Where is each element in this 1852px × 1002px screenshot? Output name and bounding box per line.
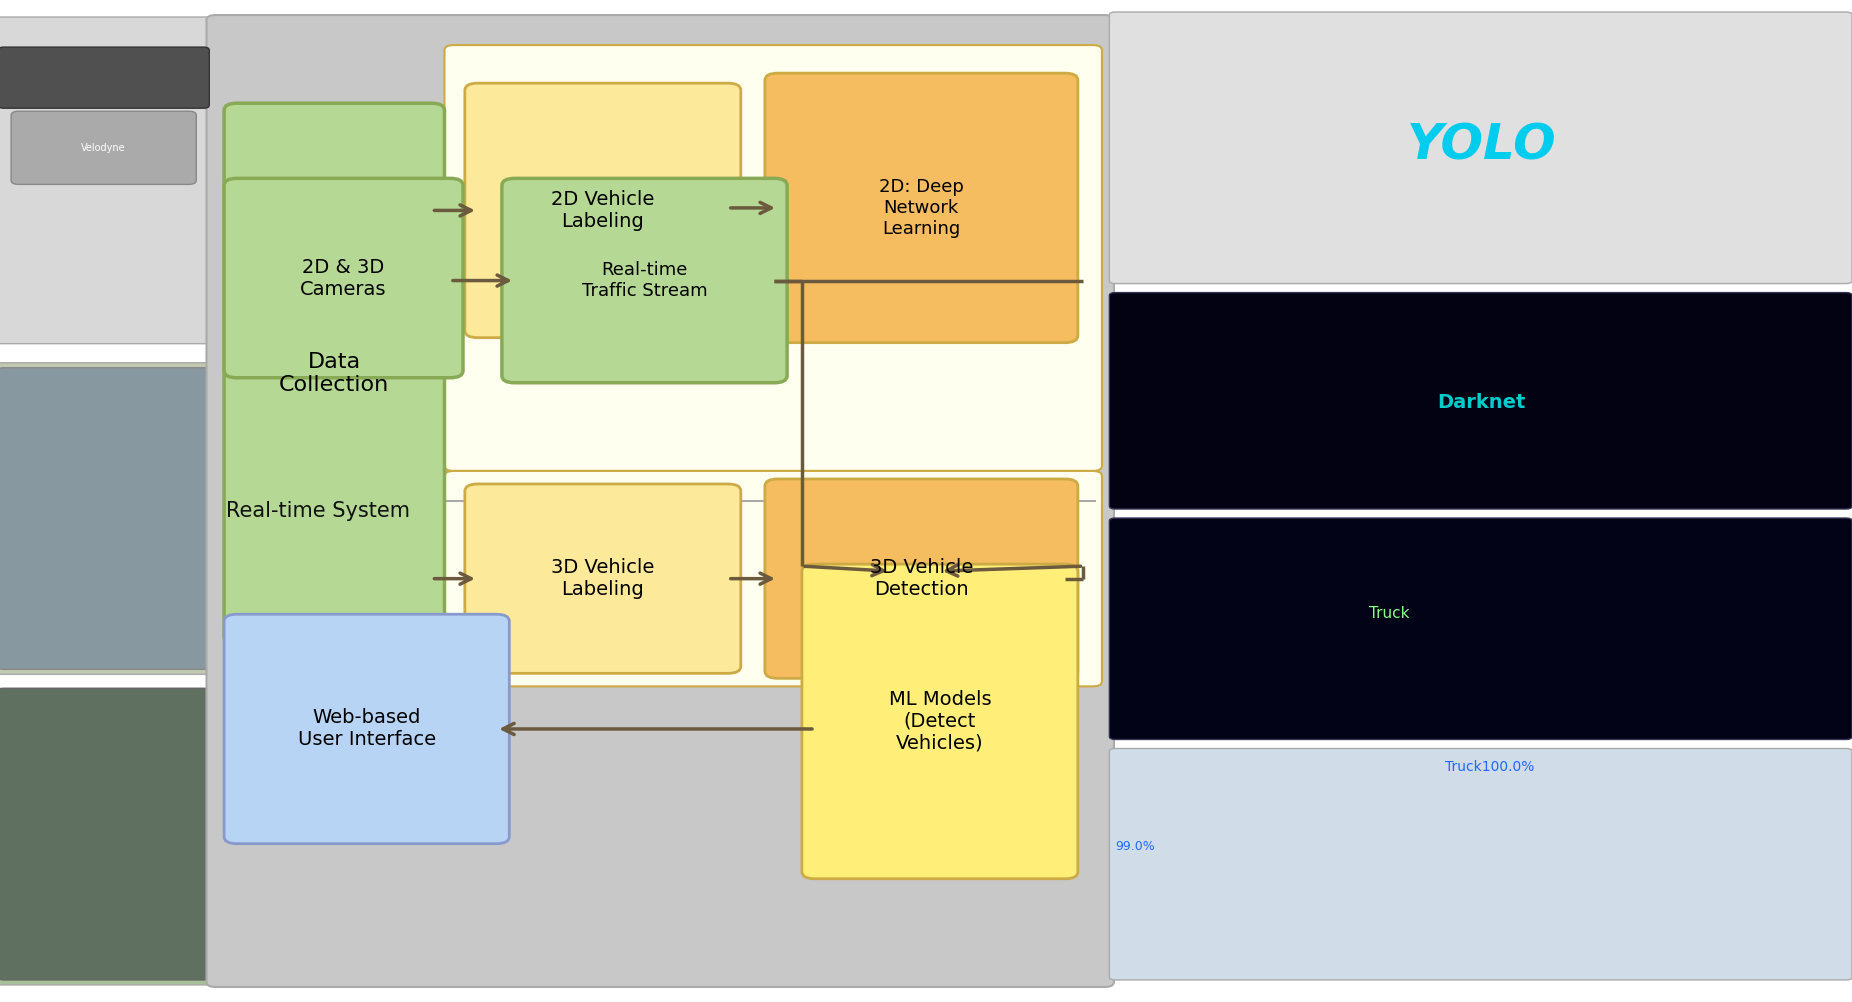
Text: 2D: Deep
Network
Learning: 2D: Deep Network Learning bbox=[880, 178, 963, 237]
FancyBboxPatch shape bbox=[802, 564, 1078, 879]
Text: YOLO: YOLO bbox=[1408, 121, 1556, 169]
FancyBboxPatch shape bbox=[765, 73, 1078, 343]
Text: Velodyne: Velodyne bbox=[81, 143, 126, 153]
FancyBboxPatch shape bbox=[502, 178, 787, 383]
FancyBboxPatch shape bbox=[0, 17, 213, 344]
Text: 3D Vehicle
Detection: 3D Vehicle Detection bbox=[870, 558, 972, 599]
FancyBboxPatch shape bbox=[0, 688, 209, 980]
Text: 2D Vehicle
Labeling: 2D Vehicle Labeling bbox=[552, 190, 654, 230]
Text: Real-time System: Real-time System bbox=[226, 501, 409, 521]
FancyBboxPatch shape bbox=[224, 103, 444, 643]
FancyBboxPatch shape bbox=[465, 83, 741, 338]
FancyBboxPatch shape bbox=[444, 471, 1102, 686]
FancyBboxPatch shape bbox=[0, 688, 213, 985]
FancyBboxPatch shape bbox=[11, 111, 196, 184]
Text: 2D & 3D
Cameras: 2D & 3D Cameras bbox=[300, 258, 387, 299]
FancyBboxPatch shape bbox=[465, 484, 741, 673]
Text: Darknet: Darknet bbox=[1437, 394, 1526, 412]
FancyBboxPatch shape bbox=[1109, 748, 1852, 980]
FancyBboxPatch shape bbox=[0, 47, 209, 108]
FancyBboxPatch shape bbox=[224, 614, 509, 844]
Text: Real-time
Traffic Stream: Real-time Traffic Stream bbox=[582, 262, 707, 300]
Text: Truck: Truck bbox=[1369, 606, 1409, 620]
Text: Web-based
User Interface: Web-based User Interface bbox=[298, 708, 435, 749]
FancyBboxPatch shape bbox=[765, 479, 1078, 678]
FancyBboxPatch shape bbox=[1109, 293, 1852, 509]
FancyBboxPatch shape bbox=[1109, 12, 1852, 284]
FancyBboxPatch shape bbox=[0, 363, 213, 674]
Text: 3D Vehicle
Labeling: 3D Vehicle Labeling bbox=[552, 558, 654, 599]
Text: ML Models
(Detect
Vehicles): ML Models (Detect Vehicles) bbox=[889, 690, 991, 753]
FancyBboxPatch shape bbox=[444, 45, 1102, 471]
FancyBboxPatch shape bbox=[207, 15, 1115, 987]
FancyBboxPatch shape bbox=[224, 178, 463, 378]
FancyBboxPatch shape bbox=[1109, 518, 1852, 739]
Text: Data
Collection: Data Collection bbox=[280, 352, 389, 395]
FancyBboxPatch shape bbox=[0, 368, 209, 669]
Text: 99.0%: 99.0% bbox=[1115, 841, 1154, 853]
Text: Truck100.0%: Truck100.0% bbox=[1445, 760, 1533, 774]
